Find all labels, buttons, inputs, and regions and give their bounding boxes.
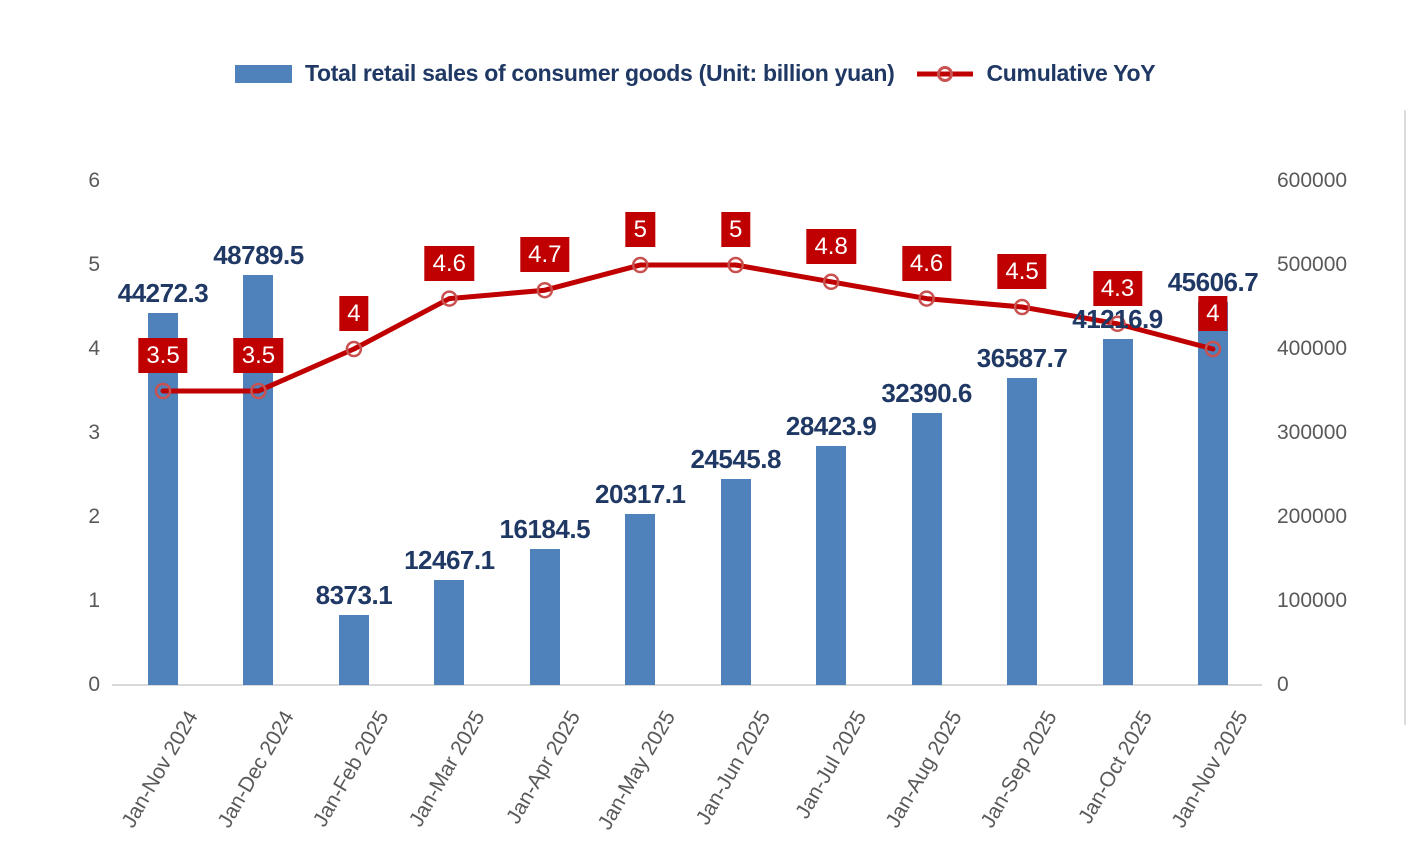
x-axis-label: Jan-Mar 2025 — [404, 707, 490, 831]
right-axis-tick: 600000 — [1277, 169, 1348, 192]
legend-item-line-series: Cumulative YoY — [916, 60, 1156, 87]
left-axis-tick: 4 — [88, 337, 100, 360]
yoy-callout: 4.5 — [997, 254, 1047, 289]
bar-Jan-Jun 2025 — [720, 478, 751, 685]
bar-Jan-Apr 2025 — [529, 549, 560, 685]
bar-value-label: 8373.1 — [315, 579, 393, 610]
yoy-callout: 5 — [625, 212, 655, 247]
yoy-callout: 5 — [721, 212, 751, 247]
right-axis-tick: 500000 — [1277, 253, 1348, 276]
x-axis-label: Jan-Aug 2025 — [881, 707, 967, 832]
legend-label-bar-series: Total retail sales of consumer goods (Un… — [305, 60, 895, 86]
bar-value-label: 48789.5 — [213, 240, 304, 271]
yoy-callout: 4.6 — [901, 245, 952, 281]
chart-right-border — [1404, 110, 1406, 725]
yoy-callout: 3.5 — [233, 338, 284, 373]
right-axis-tick: 400000 — [1277, 337, 1348, 360]
bar-Jan-Feb 2025 — [338, 614, 369, 685]
left-axis-tick: 1 — [88, 589, 100, 612]
bar-Jan-Mar 2025 — [434, 580, 465, 685]
left-axis-tick: 2 — [88, 505, 100, 528]
bar-value-label: 20317.1 — [595, 479, 686, 510]
line-series-marker-icon — [916, 64, 974, 84]
bar-Jan-Jul 2025 — [816, 446, 847, 685]
yoy-callout: 4 — [339, 296, 369, 331]
x-axis-label: Jan-Nov 2024 — [117, 707, 203, 832]
x-axis-label: Jan-May 2025 — [593, 707, 681, 834]
x-axis-label: Jan-Feb 2025 — [309, 707, 394, 831]
x-axis-line — [112, 684, 1262, 686]
yoy-callout: 4.8 — [806, 228, 856, 264]
yoy-callout: 3.5 — [138, 338, 188, 373]
bar-value-label: 32390.6 — [881, 377, 972, 408]
left-axis-tick: 6 — [88, 169, 100, 192]
bar-Jan-May 2025 — [625, 514, 656, 685]
yoy-callout: 4.6 — [424, 245, 475, 281]
line-marker-icon — [822, 273, 840, 291]
bar-series-swatch-icon — [235, 64, 292, 83]
legend-item-bar-series: Total retail sales of consumer goods (Un… — [235, 60, 895, 87]
bar-value-label: 12467.1 — [404, 545, 495, 576]
bar-value-label: 45606.7 — [1167, 266, 1259, 297]
bar-Jan-Sep 2025 — [1007, 377, 1038, 685]
x-axis-label: Jan-Apr 2025 — [501, 707, 585, 828]
x-axis-label: Jan-Jun 2025 — [692, 707, 776, 829]
bar-value-label: 28423.9 — [785, 411, 877, 442]
left-axis-tick: 0 — [88, 673, 100, 696]
right-axis-tick: 300000 — [1277, 421, 1348, 444]
line-marker-icon — [441, 290, 458, 307]
bar-Jan-Nov 2025 — [1197, 301, 1228, 685]
x-axis-label: Jan-Oct 2025 — [1074, 707, 1158, 828]
line-marker-icon — [345, 340, 363, 358]
legend-line-glyph — [917, 65, 974, 82]
yoy-callout: 4.7 — [520, 237, 570, 273]
x-axis-label: Jan-Nov 2025 — [1167, 707, 1253, 832]
bar-value-label: 41216.9 — [1072, 303, 1163, 334]
bar-value-label: 24545.8 — [690, 443, 781, 474]
left-axis-tick: 3 — [88, 421, 100, 444]
left-axis-tick: 5 — [88, 253, 100, 276]
x-axis-label: Jan-Dec 2024 — [213, 707, 299, 832]
right-axis-tick: 200000 — [1277, 505, 1348, 528]
line-marker-icon — [632, 256, 649, 274]
right-axis-tick: 100000 — [1277, 589, 1348, 612]
bar-value-label: 36587.7 — [976, 342, 1068, 373]
x-axis-label: Jan-Sep 2025 — [976, 707, 1062, 832]
bar-Jan-Oct 2025 — [1102, 338, 1133, 685]
legend: Total retail sales of consumer goods (Un… — [235, 60, 1156, 87]
legend-label-line-series: Cumulative YoY — [986, 60, 1156, 86]
line-marker-icon — [727, 256, 744, 274]
bar-value-label: 44272.3 — [117, 278, 209, 309]
bar-value-label: 16184.5 — [499, 514, 591, 545]
line-marker-icon — [918, 290, 935, 307]
line-marker-icon — [536, 281, 554, 299]
bar-Jan-Aug 2025 — [911, 412, 942, 685]
x-axis-label: Jan-Jul 2025 — [791, 707, 872, 823]
right-axis-tick: 0 — [1277, 673, 1289, 696]
bar-Jan-Dec 2024 — [243, 275, 274, 685]
